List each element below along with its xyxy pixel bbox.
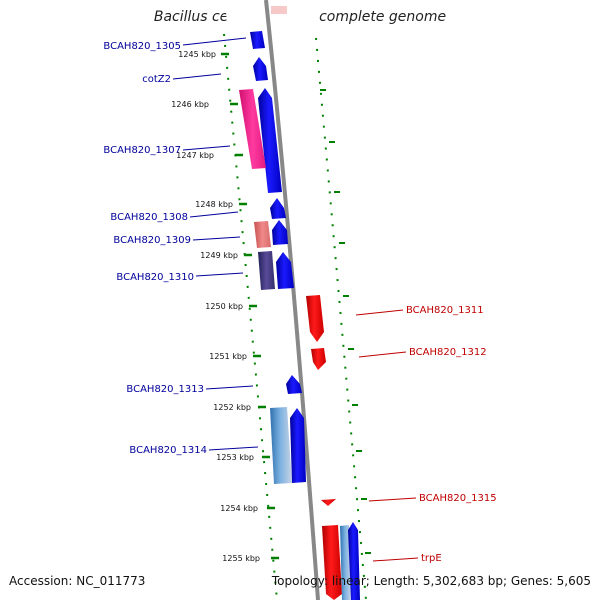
gene-feature-bcah820-1310-blue[interactable] xyxy=(276,252,294,289)
gene-leader-line xyxy=(358,351,407,358)
gene-feature-cotz2[interactable] xyxy=(253,57,268,81)
gene-labels: BCAH820_1305 cotZ2 BCAH820_1307 BCAH820_130… xyxy=(103,37,497,564)
gene-label[interactable]: BCAH820_1310 xyxy=(116,272,194,283)
kbp-tick-label: 1253 kbp xyxy=(216,453,254,462)
genome-backbone xyxy=(264,0,320,600)
gene-feature-bcah820-1313[interactable] xyxy=(286,375,302,394)
gene-feature-bcah820-1311[interactable] xyxy=(306,295,324,342)
gene-feature-bcah820-1307-blue[interactable] xyxy=(258,88,282,193)
kbp-tick-label: 1247 kbp xyxy=(176,151,214,160)
gene-feature-bcah820-1310-indigo[interactable] xyxy=(258,251,275,290)
strand-guides xyxy=(223,33,367,600)
gene-leader-line xyxy=(372,557,419,562)
kbp-tick-label: 1249 kbp xyxy=(200,251,238,260)
gene-label[interactable]: BCAH820_1315 xyxy=(419,493,497,504)
gene-feature-bcah820-1309-blue[interactable] xyxy=(272,220,288,245)
gene-features xyxy=(239,31,360,600)
gene-feature-bcah820-1309-salmon[interactable] xyxy=(254,221,271,248)
minor-ticks xyxy=(320,89,371,554)
gene-feature-bcah820-1314-steel[interactable] xyxy=(270,407,292,484)
accession-text: Accession: NC_011773 xyxy=(9,574,146,588)
gene-leader-line xyxy=(368,497,417,502)
gene-leader-line xyxy=(195,272,244,277)
kbp-scale: 1245 kbp 1246 kbp 1247 kbp 1248 kbp 1249 kbp… xyxy=(171,50,279,563)
genome-summary: Topology: linear; Length: 5,302,683 bp; … xyxy=(271,574,591,588)
kbp-tick-label: 1251 kbp xyxy=(209,352,247,361)
gene-feature-bcah820-1312[interactable] xyxy=(311,348,326,370)
gene-leader-line xyxy=(182,145,231,151)
gene-feature-bcah820-1314-blue[interactable] xyxy=(290,408,306,483)
gene-leader-line xyxy=(205,385,254,390)
gene-label[interactable]: BCAH820_1312 xyxy=(409,347,487,358)
left-guide-line xyxy=(223,33,278,600)
gene-feature-trpe-steel[interactable] xyxy=(340,525,351,600)
gene-feature-bcah820-1305[interactable] xyxy=(250,31,265,49)
gene-leader-line xyxy=(189,211,239,218)
gene-leader-line xyxy=(208,446,259,451)
kbp-tick-label: 1245 kbp xyxy=(178,50,216,59)
gene-feature-trpe-red[interactable] xyxy=(322,525,342,600)
kbp-tick-label: 1250 kbp xyxy=(205,302,243,311)
gene-feature-bcah820-1307-pink[interactable] xyxy=(239,89,266,169)
gene-feature-bcah820-1315[interactable] xyxy=(321,499,336,506)
kbp-tick-label: 1254 kbp xyxy=(220,504,258,513)
backbone-highlight xyxy=(271,6,287,14)
gene-label[interactable]: BCAH820_1309 xyxy=(113,235,191,246)
gene-feature-trpe-blue[interactable] xyxy=(348,522,360,600)
gene-label[interactable]: BCAH820_1311 xyxy=(406,305,484,316)
gene-leader-line xyxy=(192,236,241,241)
gene-label[interactable]: trpE xyxy=(421,553,442,564)
kbp-tick-label: 1246 kbp xyxy=(171,100,209,109)
gene-label[interactable]: BCAH820_1314 xyxy=(129,445,207,456)
gene-label[interactable]: BCAH820_1305 xyxy=(103,41,181,52)
kbp-tick-label: 1248 kbp xyxy=(195,200,233,209)
gene-leader-line xyxy=(172,73,222,80)
gene-label[interactable]: BCAH820_1313 xyxy=(126,384,204,395)
gene-label[interactable]: BCAH820_1308 xyxy=(110,212,188,223)
gene-label[interactable]: BCAH820_1307 xyxy=(103,145,181,156)
gene-leader-line xyxy=(355,309,404,316)
gene-feature-bcah820-1308[interactable] xyxy=(270,198,286,219)
gene-leader-line xyxy=(182,37,247,46)
kbp-tick-label: 1255 kbp xyxy=(222,554,260,563)
kbp-tick-label: 1252 kbp xyxy=(213,403,251,412)
gene-label[interactable]: cotZ2 xyxy=(142,74,171,85)
